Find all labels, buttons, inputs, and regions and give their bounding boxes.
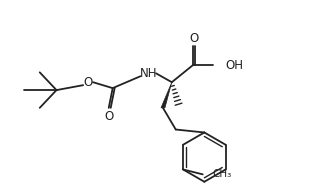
Text: OH: OH	[225, 59, 243, 72]
Text: O: O	[104, 110, 113, 123]
Text: NH: NH	[139, 67, 157, 80]
Text: CH₃: CH₃	[212, 169, 232, 179]
Text: O: O	[83, 76, 93, 89]
Polygon shape	[161, 82, 172, 108]
Text: O: O	[189, 32, 198, 45]
